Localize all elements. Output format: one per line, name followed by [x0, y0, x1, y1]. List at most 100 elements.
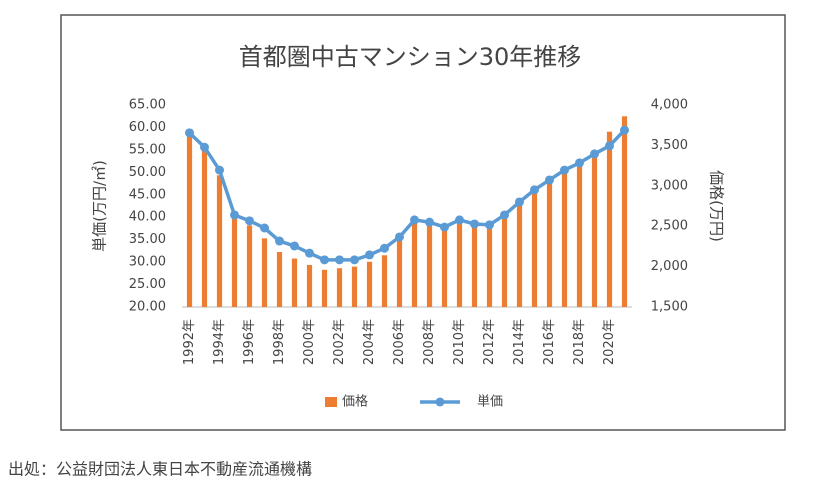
legend-label: 単価 [477, 394, 503, 410]
legend-label: 価格 [342, 394, 368, 410]
line-marker [365, 250, 374, 260]
legend-swatch [435, 397, 445, 407]
y-tick-label: 30.00 [129, 255, 166, 270]
line-marker [590, 149, 599, 159]
bar [276, 252, 283, 307]
line-marker [320, 255, 329, 265]
bar [336, 268, 343, 307]
line-marker [500, 210, 509, 220]
y-tick-label: 45.00 [129, 187, 166, 202]
line-marker [290, 241, 299, 251]
bar [441, 227, 448, 307]
bar [306, 264, 313, 307]
line-marker [350, 255, 359, 265]
bar [486, 227, 493, 307]
x-tick-label: 2016年 [542, 319, 557, 365]
x-tick-label: 2008年 [422, 319, 437, 365]
y-tick-label: 50.00 [129, 165, 166, 180]
bar [186, 130, 193, 307]
bar [561, 168, 568, 307]
bar [501, 213, 508, 307]
line-marker [245, 216, 254, 226]
bar [216, 175, 223, 307]
bar [231, 214, 238, 307]
line-marker [275, 236, 284, 246]
y2-tick-label: 3,500 [651, 138, 688, 153]
y-tick-label: 40.00 [129, 210, 166, 225]
line-marker [200, 142, 209, 152]
line-marker [545, 175, 554, 185]
y2-axis-label: 価格(万円) [708, 170, 726, 242]
x-tick-label: 1992年 [182, 319, 197, 365]
line-marker [410, 215, 419, 225]
y-tick-label: 55.00 [129, 142, 166, 157]
chart-title: 首都圏中古マンション30年推移 [239, 43, 582, 71]
line-marker [575, 158, 584, 168]
line-marker [515, 197, 524, 207]
x-tick-label: 2012年 [482, 319, 497, 365]
y2-tick-label: 1,500 [651, 300, 688, 315]
line-marker [485, 220, 494, 230]
bar [576, 159, 583, 307]
bar [591, 150, 598, 307]
y2-tick-label: 2,000 [651, 259, 688, 274]
line-marker [215, 165, 224, 175]
bar [381, 255, 388, 307]
line-marker [260, 223, 269, 233]
x-tick-label: 2018年 [572, 319, 587, 365]
y2-tick-label: 4,000 [651, 98, 688, 113]
line-marker [560, 165, 569, 175]
x-tick-label: 2000年 [302, 319, 317, 365]
y-tick-label: 60.00 [129, 120, 166, 135]
line-marker [440, 222, 449, 232]
line-marker [395, 232, 404, 242]
line-marker [425, 217, 434, 227]
y-tick-label: 65.00 [129, 98, 166, 113]
line-marker [605, 141, 614, 151]
source-note: 出処：公益財団法人東日本不動産流通機構 [8, 460, 312, 479]
y2-tick-label: 3,000 [651, 178, 688, 193]
y-tick-label: 35.00 [129, 232, 166, 247]
x-tick-label: 2004年 [362, 319, 377, 365]
bar [546, 176, 553, 307]
legend-swatch [325, 397, 337, 407]
bar [621, 116, 628, 307]
bar [396, 235, 403, 307]
bar [201, 150, 208, 307]
bar [351, 266, 358, 307]
bar [291, 258, 298, 307]
line-marker [470, 219, 479, 229]
bar [606, 131, 613, 307]
x-tick-label: 1996年 [242, 319, 257, 365]
bar [426, 222, 433, 307]
bar [531, 185, 538, 307]
line-marker [620, 125, 629, 135]
bar [366, 261, 373, 307]
y-axis-label: 単価(万円/㎡) [91, 160, 109, 252]
x-tick-label: 1994年 [212, 319, 227, 365]
x-tick-label: 2020年 [602, 319, 617, 365]
x-tick-label: 2010年 [452, 319, 467, 365]
line-marker [230, 210, 239, 220]
x-tick-label: 2014年 [512, 319, 527, 365]
bar [411, 218, 418, 307]
bar [321, 269, 328, 307]
line-marker [455, 215, 464, 225]
bar [261, 238, 268, 307]
bar [246, 225, 253, 307]
x-tick-label: 2002年 [332, 319, 347, 365]
line-marker [380, 243, 389, 253]
line-marker [305, 248, 314, 258]
bar [456, 222, 463, 307]
line-marker [335, 255, 344, 265]
bar [516, 197, 523, 307]
x-tick-label: 1998年 [272, 319, 287, 365]
x-tick-label: 2006年 [392, 319, 407, 365]
y2-tick-label: 2,500 [651, 219, 688, 234]
line-marker [530, 185, 539, 195]
y-tick-label: 25.00 [129, 277, 166, 292]
line-marker [185, 128, 194, 138]
y-tick-label: 20.00 [129, 300, 166, 315]
